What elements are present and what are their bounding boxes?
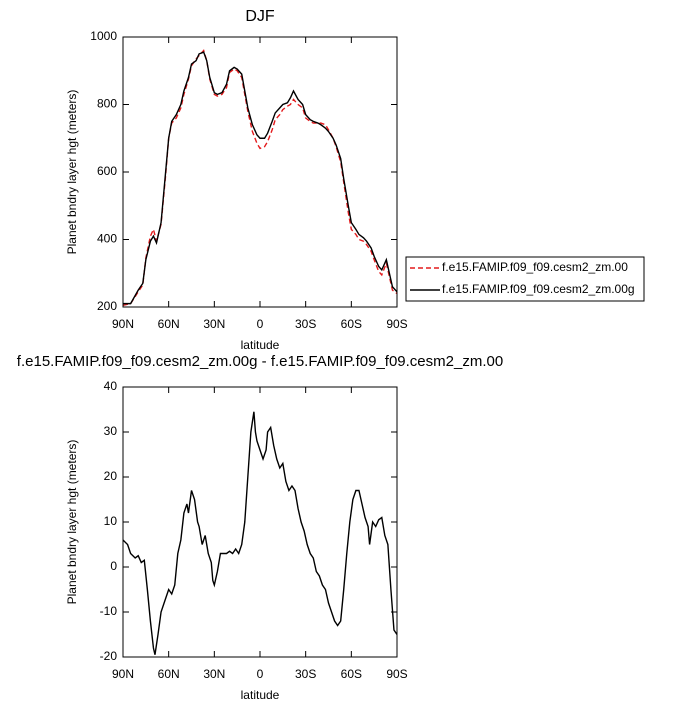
x-tick-label: 30S xyxy=(295,667,316,681)
x-axis-label: latitude xyxy=(241,688,280,702)
y-tick-label: 800 xyxy=(97,97,117,111)
y-tick-label: 1000 xyxy=(90,29,117,43)
chart-title: f.e15.FAMIP.f09_f09.cesm2_zm.00g - f.e15… xyxy=(17,353,503,370)
x-tick-label: 0 xyxy=(257,667,264,681)
y-tick-label: 0 xyxy=(110,559,117,573)
x-tick-label: 30S xyxy=(295,317,316,331)
y-tick-label: 600 xyxy=(97,164,117,178)
y-tick-label: 200 xyxy=(97,299,117,313)
x-tick-label: 30N xyxy=(203,317,225,331)
x-tick-label: 60N xyxy=(158,667,180,681)
plot-frame xyxy=(122,386,398,658)
legend-label: f.e15.FAMIP.f09_f09.cesm2_zm.00g xyxy=(442,282,635,296)
x-tick-label: 90N xyxy=(112,667,134,681)
plot-frame xyxy=(122,36,398,308)
data-line xyxy=(123,51,398,305)
y-tick-label: 40 xyxy=(104,379,118,393)
y-tick-label: -20 xyxy=(100,649,118,663)
x-tick-label: 90S xyxy=(386,317,407,331)
x-tick-label: 0 xyxy=(257,317,264,331)
y-tick-label: 400 xyxy=(97,232,117,246)
x-tick-label: 90N xyxy=(112,317,134,331)
legend-box xyxy=(405,256,645,302)
y-tick-label: 10 xyxy=(104,514,118,528)
data-line xyxy=(122,411,398,655)
y-axis-label: Planet bndry layer hgt (meters) xyxy=(65,440,79,605)
x-tick-label: 90S xyxy=(386,667,407,681)
y-tick-label: -10 xyxy=(100,604,118,618)
legend-label: f.e15.FAMIP.f09_f09.cesm2_zm.00 xyxy=(442,260,628,274)
x-tick-label: 30N xyxy=(203,667,225,681)
y-axis-label: Planet bndry layer hgt (meters) xyxy=(65,90,79,255)
y-tick-label: 20 xyxy=(104,469,118,483)
data-line xyxy=(122,49,398,306)
x-tick-label: 60N xyxy=(158,317,180,331)
x-tick-label: 60S xyxy=(341,667,362,681)
x-tick-label: 60S xyxy=(341,317,362,331)
x-axis-label: latitude xyxy=(241,338,280,352)
chart-title: DJF xyxy=(245,8,275,25)
y-tick-label: 30 xyxy=(104,424,118,438)
